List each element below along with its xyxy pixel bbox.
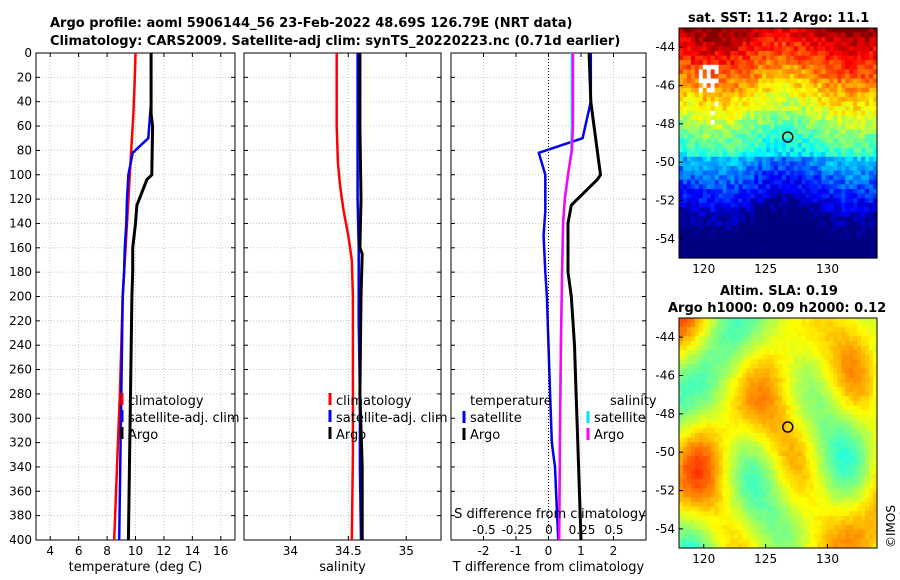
y-tick-label: -50 [655,155,675,169]
y-tick-label: 220 [9,314,32,328]
x-tick-label: 16 [213,544,228,558]
plot-frame [243,52,442,541]
map-frame [678,317,878,549]
panel-difference: -2 -1 0 1 2 T difference from climatology S di… [450,52,657,575]
panel-temperature: 4 6 8 10 12 14 1602040608010012014016018020022… [9,46,240,575]
y-tick-label: -44 [655,330,675,344]
s-tick-label: -0.25 [501,523,532,537]
x-tick-label: 10 [128,544,143,558]
x-tick-label: 120 [692,262,715,276]
sla-map-subtitle: Argo h1000: 0.09 h2000: 0.12 [668,301,887,316]
y-tick-label: 360 [9,484,32,498]
y-tick-label: -52 [655,194,675,208]
panel-salinity: 34 34.5 35 salinity climatology satellite-adj… [243,52,448,575]
y-tick-label: -48 [655,117,675,131]
legend-label: satellite [594,411,646,426]
x-tick-label: 4 [46,544,54,558]
s-tick-label: 0 [545,523,553,537]
legend-label: Argo [594,428,624,443]
y-tick-label: -50 [655,445,675,459]
y-tick-label: 160 [9,241,32,255]
y-tick-label: 320 [9,436,32,450]
y-tick-label: 60 [17,119,32,133]
legend-label: satellite-adj. clim [336,411,448,426]
x-tick-label: -1 [510,544,522,558]
y-tick-label: 80 [17,143,32,157]
x-tick-label: 125 [754,262,777,276]
x-axis-label: T difference from climatology [452,560,645,575]
legend-label: satellite [470,411,522,426]
y-tick-label: 260 [9,363,32,377]
x-tick-label: 2 [610,544,618,558]
legend-label: climatology [336,394,412,409]
argo-location-marker [782,131,794,143]
map-frame [678,27,878,259]
y-tick-label: 400 [9,533,32,547]
series-line-argo [358,53,364,540]
y-tick-label: -52 [655,484,675,498]
x-tick-label: 1 [577,544,585,558]
sst-map-title: sat. SST: 11.2 Argo: 11.1 [688,11,870,26]
y-tick-label: 20 [17,70,32,84]
y-tick-label: 240 [9,338,32,352]
x-tick-label: 6 [75,544,83,558]
x-tick-label: 14 [185,544,200,558]
x-tick-label: 125 [754,552,777,566]
argo-location-marker [782,421,794,433]
x-tick-label: 34.5 [335,544,362,558]
y-tick-label: -48 [655,407,675,421]
x-tick-label: 0 [545,544,553,558]
figure-title-line1: Argo profile: aoml 5906144_56 23-Feb-202… [50,16,573,31]
legend-title-salinity: salinity [610,394,657,409]
legend-label: Argo [336,428,366,443]
x-axis-label: temperature (deg C) [69,560,203,575]
y-tick-label: 280 [9,387,32,401]
y-tick-label: -46 [655,79,675,93]
series-line-t-satellite [537,53,593,541]
legend-title-temperature: temperature [470,394,552,409]
x-tick-label: 12 [156,544,171,558]
s-tick-label: 0.25 [569,523,596,537]
y-tick-label: -54 [655,522,675,536]
x-tick-label: 8 [103,544,111,558]
y-tick-label: 380 [9,509,32,523]
s-tick-label: 0.5 [604,523,623,537]
legend-label: climatology [128,394,204,409]
series-line-climatology [335,53,355,541]
series-line-t-argo [566,52,602,541]
x-tick-label: -2 [478,544,490,558]
x-tick-label: 130 [816,262,839,276]
x-tick-label: 35 [399,544,414,558]
x-tick-label: 120 [692,552,715,566]
x-axis-label: salinity [319,560,366,575]
y-tick-label: 300 [9,411,32,425]
y-tick-label: -44 [655,40,675,54]
map-sst-map: 120 125 130 -44 -46 -48 -50 -52 -54 [655,27,878,276]
legend-label: satellite-adj. clim [128,411,240,426]
y-tick-label: 180 [9,265,32,279]
y-tick-label: 120 [9,192,32,206]
y-tick-label: 140 [9,216,32,230]
y-tick-label: -54 [655,232,675,246]
legend-label: Argo [128,428,158,443]
series-line-s-argo [557,53,575,541]
x-tick-label: 130 [816,552,839,566]
sla-map-title: Altim. SLA: 0.19 [720,284,838,299]
map-sla-map: 120 125 130 -44 -46 -48 -50 -52 -54 [655,317,878,566]
s-tick-label: -0.5 [472,523,495,537]
y-tick-label: -46 [655,369,675,383]
y-tick-label: 100 [9,168,32,182]
legend-label: Argo [470,428,500,443]
y-tick-label: 0 [24,46,32,60]
y-tick-label: 340 [9,460,32,474]
top-axis-label: S difference from climatology [454,507,646,522]
x-tick-label: 34 [283,544,298,558]
y-tick-label: 40 [17,95,32,109]
figure-title-line2: Climatology: CARS2009. Satellite-adj cli… [50,34,621,49]
series-line-argo [126,53,155,541]
series-line-satellite-adj-clim [356,53,363,541]
y-tick-label: 200 [9,290,32,304]
series-line-satellite-adj-clim [117,53,153,541]
